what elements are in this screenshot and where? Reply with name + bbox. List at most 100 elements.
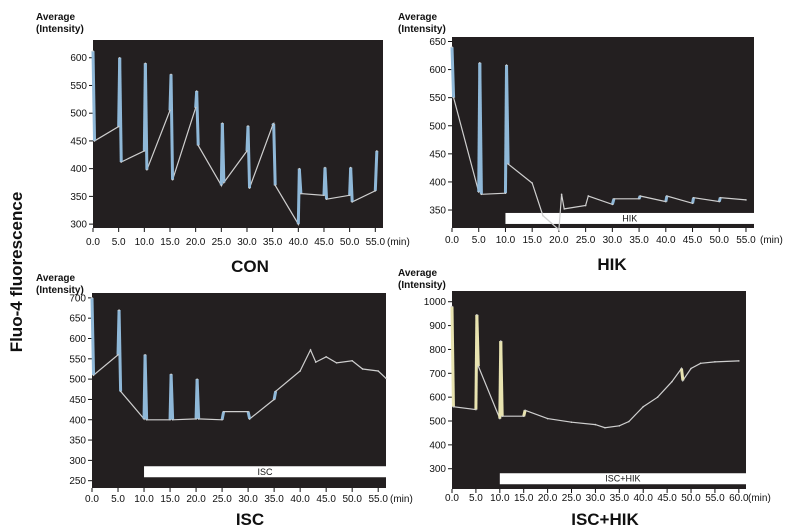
- data-point: [314, 361, 317, 363]
- data-spike: [220, 411, 226, 421]
- panel-title: CON: [231, 257, 269, 276]
- data-spike: [373, 150, 379, 191]
- x-tick-label: 25.0: [212, 237, 232, 248]
- data-point: [480, 193, 483, 196]
- x-tick-label: 35.0: [263, 237, 283, 248]
- y-tick-label: 1000: [424, 297, 447, 308]
- data-point: [169, 109, 171, 112]
- data-point: [524, 409, 526, 412]
- data-point: [297, 223, 300, 225]
- x-tick-label: 15.0: [514, 493, 534, 504]
- x-tick-label: 50.0: [342, 494, 362, 505]
- x-tick-label: 25.0: [212, 494, 232, 505]
- y-tick-label: 400: [429, 440, 446, 451]
- data-point: [351, 360, 353, 362]
- data-point: [323, 194, 325, 197]
- x-tick-label: 45.0: [314, 237, 334, 248]
- x-tick-label: 10.0: [134, 494, 154, 505]
- data-point: [348, 194, 351, 197]
- y-tick-label: 550: [429, 93, 446, 104]
- data-point: [618, 424, 621, 427]
- y-axis-header-line2: (Intensity): [36, 285, 84, 296]
- y-axis-header-line1: Average: [398, 12, 438, 23]
- data-point: [642, 405, 645, 408]
- data-point: [118, 56, 121, 59]
- y-tick-label: 800: [429, 345, 446, 356]
- x-tick-label: 25.0: [576, 235, 596, 246]
- data-point: [143, 150, 146, 152]
- chart-panel-2: Average(Intensity) 250 300 350 400 450 500 550 6…: [36, 273, 413, 529]
- data-point: [309, 349, 312, 351]
- data-point: [452, 405, 455, 408]
- data-point: [325, 355, 327, 358]
- data-spike: [272, 123, 277, 186]
- data-spike: [522, 409, 527, 417]
- data-point: [170, 373, 172, 376]
- data-point: [385, 377, 387, 380]
- data-spike: [169, 374, 175, 420]
- data-point: [499, 417, 501, 420]
- x-tick-label: 20.0: [549, 235, 569, 246]
- x-tick-label: 25.0: [562, 493, 582, 504]
- x-tick-label: 40.0: [290, 494, 310, 505]
- plot-area: [92, 293, 386, 488]
- y-tick-label: 250: [69, 476, 86, 487]
- data-spike: [323, 167, 329, 200]
- data-point: [248, 187, 251, 189]
- x-tick-label: 35.0: [264, 494, 284, 505]
- x-axis-unit: (min): [760, 235, 783, 246]
- y-tick-label: 550: [69, 354, 86, 365]
- x-axis-unit: (min): [748, 493, 771, 504]
- x-tick-label: 5.0: [472, 235, 486, 246]
- data-point: [143, 418, 145, 420]
- y-tick-label: 500: [429, 121, 446, 132]
- data-spike: [169, 74, 175, 180]
- data-point: [272, 122, 275, 125]
- data-point: [682, 379, 684, 382]
- x-tick-label: 60.0: [729, 493, 749, 504]
- x-tick-label: 50.0: [340, 237, 360, 248]
- x-tick-label: 40.0: [633, 493, 653, 504]
- x-tick-label: 55.0: [366, 237, 386, 248]
- data-point: [587, 195, 590, 197]
- data-point: [613, 197, 615, 200]
- y-tick-label: 600: [429, 393, 446, 404]
- data-point: [531, 182, 533, 184]
- y-tick-label: 650: [429, 37, 446, 48]
- data-point: [247, 125, 249, 127]
- y-tick-label: 400: [70, 164, 87, 175]
- data-spike: [475, 314, 480, 367]
- data-point: [196, 378, 198, 380]
- data-point: [692, 196, 695, 199]
- y-tick-label: 700: [69, 293, 86, 304]
- data-point: [144, 353, 146, 356]
- data-spike: [195, 379, 201, 419]
- x-tick-label: 30.0: [603, 235, 623, 246]
- y-tick-label: 350: [69, 436, 86, 447]
- x-tick-label: 10.0: [496, 235, 516, 246]
- data-point: [504, 192, 507, 194]
- x-tick-label: 40.0: [656, 235, 676, 246]
- data-spike: [118, 57, 123, 163]
- data-point: [604, 426, 606, 429]
- data-point: [499, 340, 502, 342]
- data-point: [452, 96, 455, 99]
- treatment-bar: [505, 212, 754, 224]
- data-spike: [505, 65, 510, 164]
- data-point: [335, 362, 338, 364]
- data-point: [377, 370, 379, 372]
- y-tick-label: 500: [70, 109, 87, 120]
- x-tick-label: 45.0: [683, 235, 703, 246]
- data-spike: [91, 51, 97, 141]
- data-point: [584, 204, 587, 207]
- x-tick-label: 5.0: [112, 237, 126, 248]
- data-point: [274, 184, 277, 187]
- data-trace: [451, 47, 747, 231]
- x-tick-label: 20.0: [186, 494, 206, 505]
- y-tick-label: 450: [70, 136, 87, 147]
- treatment-bar-label: ISC+HIK: [605, 474, 640, 484]
- x-tick-label: 55.0: [368, 494, 388, 505]
- data-spike: [610, 198, 616, 205]
- data-point: [146, 168, 148, 171]
- data-point: [119, 390, 122, 393]
